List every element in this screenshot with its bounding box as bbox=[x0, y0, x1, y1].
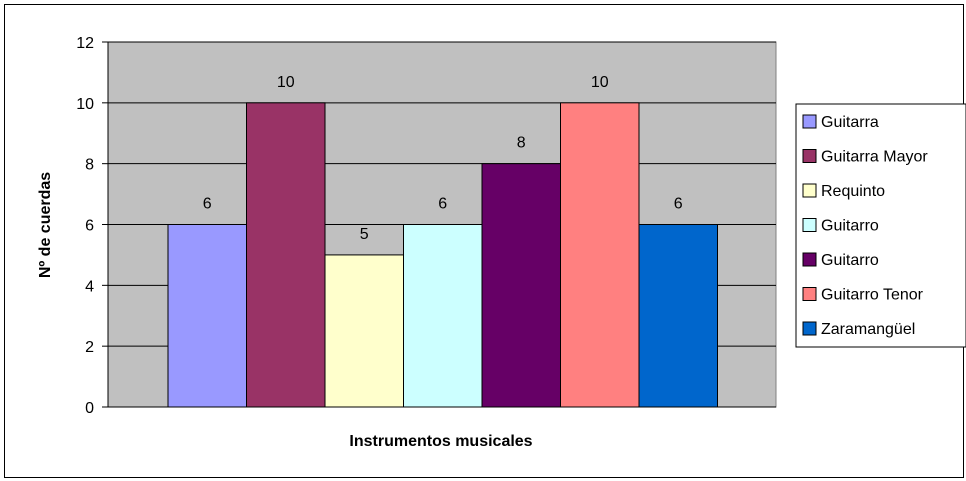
y-axis-label: Nº de cuerdas bbox=[37, 172, 54, 278]
data-label-1: 6 bbox=[203, 196, 212, 213]
data-label-6: 10 bbox=[591, 74, 609, 91]
bar-3 bbox=[324, 254, 404, 408]
y-tick-label: 6 bbox=[85, 218, 94, 235]
bar-1 bbox=[167, 224, 247, 408]
data-labels: 6 10 5 6 8 10 6 bbox=[203, 74, 683, 243]
x-axis-label: Instrumentos musicales bbox=[349, 433, 532, 450]
data-label-7: 6 bbox=[674, 196, 683, 213]
data-label-4: 6 bbox=[438, 196, 447, 213]
legend-label-6: Guitarro Tenor bbox=[821, 287, 924, 304]
legend-label-7: Zaramangüel bbox=[821, 321, 915, 338]
y-tick-label: 0 bbox=[85, 400, 94, 417]
bar-5 bbox=[481, 163, 561, 408]
legend-swatch-3 bbox=[802, 183, 817, 198]
bar-2 bbox=[246, 102, 326, 408]
legend-swatch-7 bbox=[802, 321, 817, 336]
legend-swatch-1 bbox=[802, 114, 817, 129]
legend-box bbox=[795, 103, 966, 348]
legend-label-1: Guitarra bbox=[821, 114, 879, 131]
bar-4 bbox=[403, 224, 483, 408]
y-tick-label: 8 bbox=[85, 157, 94, 174]
y-tick-label: 10 bbox=[76, 96, 94, 113]
data-label-2: 10 bbox=[277, 74, 295, 91]
legend-label-2: Guitarra Mayor bbox=[821, 149, 928, 166]
legend-label-5: Guitarro bbox=[821, 252, 879, 269]
y-tick-label: 2 bbox=[85, 339, 94, 356]
bar-6 bbox=[560, 102, 640, 408]
y-tick-label: 12 bbox=[76, 35, 94, 52]
bar-7 bbox=[638, 224, 718, 408]
data-label-5: 8 bbox=[517, 135, 526, 152]
legend: Guitarra Guitarra Mayor Requinto Guitarro Gu… bbox=[795, 103, 966, 348]
legend-swatch-5 bbox=[802, 252, 817, 267]
legend-swatch-4 bbox=[802, 218, 817, 232]
legend-label-3: Requinto bbox=[821, 183, 885, 200]
bars bbox=[167, 102, 718, 408]
legend-swatch-2 bbox=[802, 149, 817, 163]
y-tick-label: 4 bbox=[85, 278, 94, 295]
legend-swatch-6 bbox=[802, 287, 817, 301]
legend-label-4: Guitarro bbox=[821, 218, 879, 235]
data-label-3: 5 bbox=[360, 226, 369, 243]
